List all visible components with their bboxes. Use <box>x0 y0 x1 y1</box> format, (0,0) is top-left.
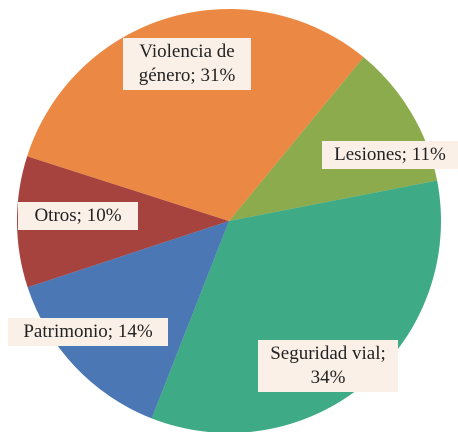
data-label: Otros; 10% <box>18 202 138 230</box>
data-label: Lesiones; 11% <box>322 141 458 169</box>
pie-slice <box>27 9 364 221</box>
data-label: Seguridad vial; 34% <box>258 340 398 392</box>
data-label: Patrimonio; 14% <box>8 318 168 346</box>
pie-slice <box>229 57 438 221</box>
data-label: Violencia de género; 31% <box>123 38 251 90</box>
